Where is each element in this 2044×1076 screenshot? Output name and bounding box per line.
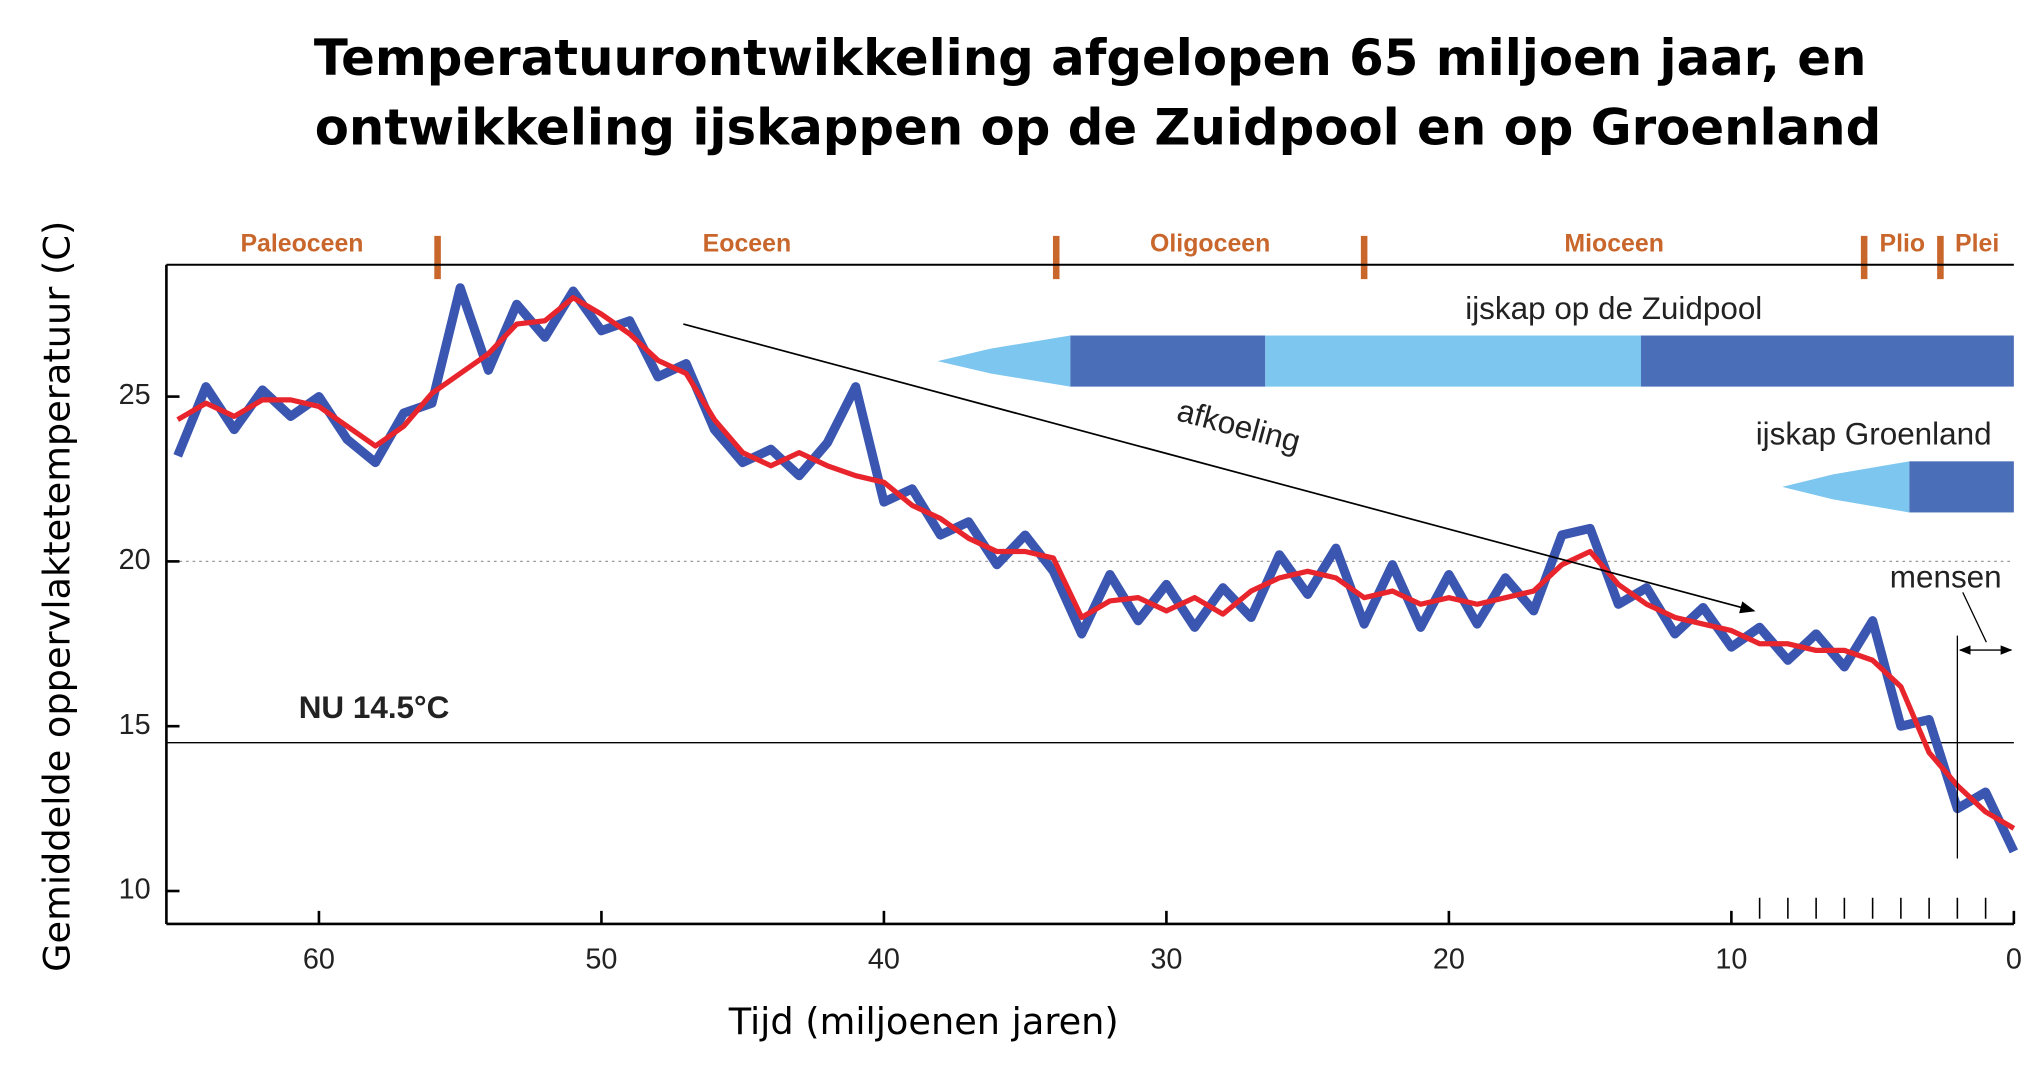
y-tick-label: 20 [119,544,151,576]
chart-title: Temperatuurontwikkeling afgelopen 65 mil… [314,29,1867,87]
ice-sheet-segment [1070,335,1266,387]
y-tick-label: 25 [119,379,151,411]
epoch-label: Oligoceen [1150,230,1270,258]
x-tick-label: 0 [2006,943,2022,975]
x-tick-label: 20 [1433,943,1465,975]
y-axis-title: Gemiddelde oppervlaktetemperatuur (C) [35,221,78,972]
y-tick-label: 15 [119,709,151,741]
ice-sheet-label: ijskap Groenland [1756,417,1992,452]
y-tick-label: 10 [119,874,151,906]
ice-sheet-segment [1265,335,1641,387]
x-tick-label: 60 [303,943,335,975]
epoch-label: Plei [1955,230,1999,258]
x-axis-title: Tijd (miljoenen jaren) [728,1000,1119,1043]
x-tick-label: 30 [1150,943,1182,975]
x-tick-label: 10 [1715,943,1747,975]
now-label: NU 14.5°C [299,690,450,725]
ice-sheet-segment [1782,461,1910,513]
epoch-label: Paleoceen [240,230,363,258]
epoch-label: Plio [1879,230,1925,258]
ice-sheet-segment [1640,335,2014,387]
chart-title: ontwikkeling ijskappen op de Zuidpool en… [315,99,1882,157]
ice-sheet-label: ijskap op de Zuidpool [1465,291,1762,326]
ice-sheet-segment [937,335,1071,387]
data-line [176,295,2016,831]
trend-arrow [683,323,1756,614]
epoch-label: Mioceen [1564,230,1664,258]
ice-sheet-segment [1909,461,2014,513]
x-tick-label: 40 [868,943,900,975]
humans-label: mensen [1890,560,2002,595]
epoch-label: Eoceen [703,230,791,258]
trend-label: afkoeling [1174,393,1305,459]
x-tick-label: 50 [585,943,617,975]
humans-leader [1962,592,1987,643]
